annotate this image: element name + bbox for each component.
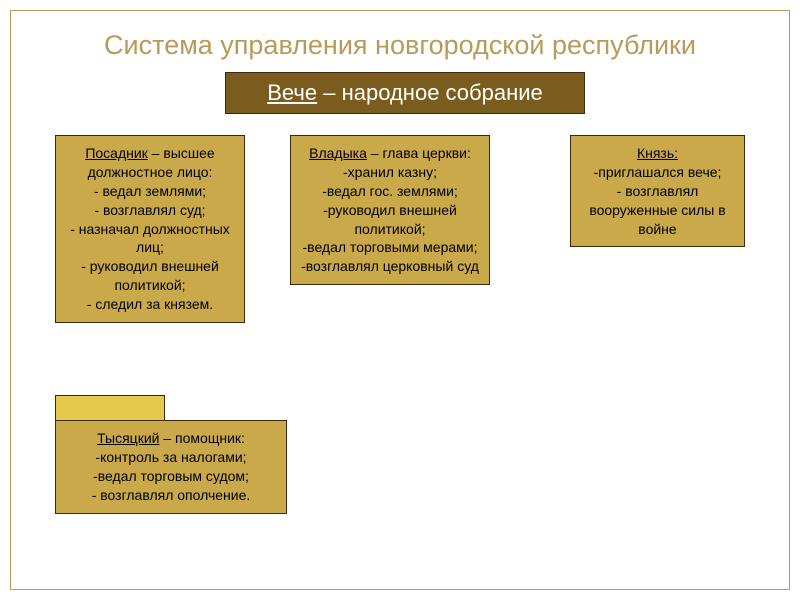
posadnik-heading: Посадник [85,145,147,161]
veche-box: Вече – народное собрание [225,72,585,114]
vladyka-item: -ведал торговыми мерами; [303,239,478,255]
vladyka-heading: Владыка [309,145,367,161]
veche-term: Вече [267,80,317,105]
knyaz-item: -приглашался вече; [594,164,722,180]
vladyka-item: -ведал гос. землями; [322,183,458,199]
posadnik-item: - возглавлял суд; [94,202,205,218]
tysyatsky-sub: – помощник: [159,430,244,446]
posadnik-item: - руководил внешней политикой; [81,258,219,293]
vladyka-sub: – глава церкви: [367,145,471,161]
tysyatsky-tab [55,395,165,421]
posadnik-item: - следил за князем. [87,296,213,312]
posadnik-item: - назначал должностных лиц; [70,221,230,256]
tysyatsky-box: Тысяцкий – помощник: -контроль за налога… [55,420,287,514]
vladyka-item: -возглавлял церковный суд [301,258,479,274]
veche-sep: – [317,80,341,105]
veche-desc: народное собрание [342,80,543,105]
posadnik-item: - ведал землями; [94,183,206,199]
knyaz-item: - возглавлял вооруженные силы в войне [589,183,725,237]
tysyatsky-item: -ведал торговым судом; [93,468,249,484]
slide-title: Система управления новгородской республи… [0,30,800,61]
posadnik-box: Посадник – высшее должностное лицо: - ве… [55,135,245,323]
vladyka-item: -хранил казну; [343,164,437,180]
vladyka-box: Владыка – глава церкви: -хранил казну; -… [290,135,490,285]
knyaz-heading: Князь: [637,145,678,161]
tysyatsky-item: -контроль за налогами; [95,449,246,465]
veche-text: Вече – народное собрание [267,80,543,106]
vladyka-item: -руководил внешней политикой; [323,202,457,237]
tysyatsky-heading: Тысяцкий [97,430,159,446]
knyaz-box: Князь: -приглашался вече; - возглавлял в… [570,135,745,247]
tysyatsky-item: - возглавлял ополчение. [92,487,251,503]
